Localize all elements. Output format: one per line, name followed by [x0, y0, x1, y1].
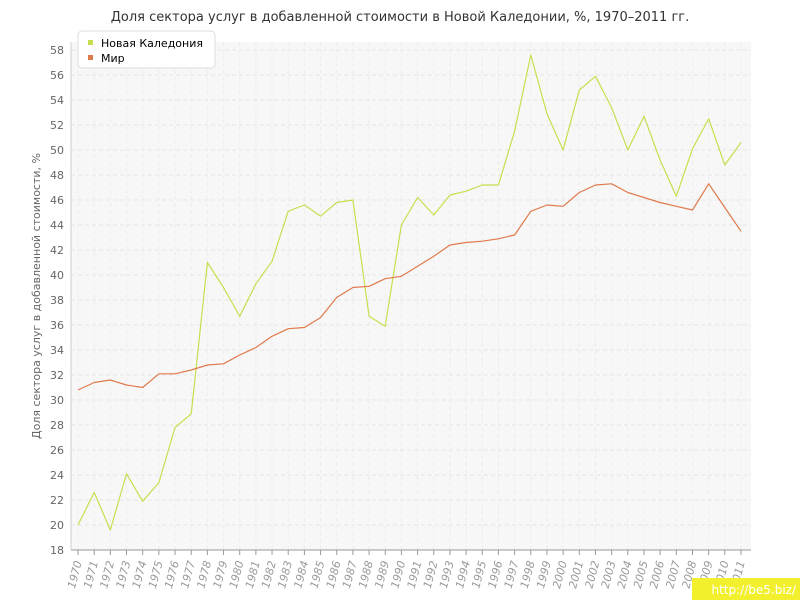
- y-tick-label: 28: [50, 419, 64, 432]
- y-tick-label: 50: [50, 144, 64, 157]
- chart-title: Доля сектора услуг в добавленной стоимос…: [110, 10, 690, 25]
- legend-label-world: Мир: [101, 52, 125, 65]
- y-tick-label: 20: [50, 519, 64, 532]
- legend-marker-world: [88, 55, 93, 60]
- legend: Новая Каледония Мир: [77, 30, 216, 69]
- y-tick-label: 24: [50, 469, 64, 482]
- y-tick-label: 44: [50, 219, 64, 232]
- y-tick-label: 40: [50, 269, 64, 282]
- y-ticks: 18 20 22 24 26 28 30 32 34 36 38 40 42 44 46 48 50 52 54 56…: [50, 44, 64, 557]
- y-tick-label: 46: [50, 194, 64, 207]
- x-ticks: 1970197119721973197419751976197719781979…: [65, 550, 748, 590]
- series-line-world: [77, 183, 742, 391]
- y-tick-label: 32: [50, 369, 64, 382]
- legend-box: [77, 30, 216, 69]
- legend-marker-nc: [88, 40, 93, 45]
- watermark: http://be5.biz/: [692, 578, 800, 600]
- y-tick-label: 34: [50, 344, 64, 357]
- y-tick-label: 54: [50, 94, 64, 107]
- y-tick-label: 52: [50, 119, 64, 132]
- y-tick-label: 38: [50, 294, 64, 307]
- y-tick-label: 22: [50, 494, 64, 507]
- y-tick-label: 30: [50, 394, 64, 407]
- axes: [70, 42, 751, 551]
- y-tick-label: 42: [50, 244, 64, 257]
- y-tick-label: 36: [50, 319, 64, 332]
- series-line-new-caledonia: [77, 54, 742, 531]
- watermark-text: http://be5.biz/: [711, 583, 796, 597]
- y-tick-label: 18: [50, 544, 64, 557]
- y-tick-label: 58: [50, 44, 64, 57]
- y-tick-label: 56: [50, 69, 64, 82]
- y-axis-label: Доля сектора услуг в добавленной стоимос…: [30, 153, 43, 439]
- legend-label-nc: Новая Каледония: [101, 37, 203, 50]
- series-lines: [77, 54, 742, 531]
- plot-background: [71, 42, 751, 550]
- y-tick-label: 48: [50, 169, 64, 182]
- grid: [71, 42, 751, 551]
- y-tick-label: 26: [50, 444, 64, 457]
